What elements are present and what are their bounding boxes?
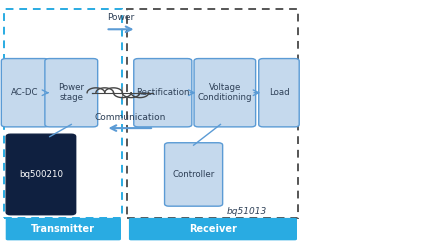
FancyBboxPatch shape	[194, 59, 256, 127]
Text: bq51013: bq51013	[226, 207, 267, 216]
Text: Communication: Communication	[94, 113, 165, 122]
Text: Power
stage: Power stage	[58, 83, 84, 102]
Text: Receiver: Receiver	[189, 224, 237, 234]
FancyBboxPatch shape	[6, 218, 121, 240]
FancyBboxPatch shape	[45, 59, 98, 127]
Text: Voltage
Conditioning: Voltage Conditioning	[198, 83, 252, 102]
Text: Power: Power	[107, 13, 135, 22]
Text: AC-DC: AC-DC	[11, 88, 39, 97]
FancyBboxPatch shape	[259, 59, 299, 127]
Text: Transmitter: Transmitter	[31, 224, 95, 234]
FancyBboxPatch shape	[129, 218, 297, 240]
Text: Controller: Controller	[172, 170, 215, 179]
FancyBboxPatch shape	[134, 59, 192, 127]
FancyArrowPatch shape	[111, 125, 151, 131]
Text: Load: Load	[269, 88, 289, 97]
FancyBboxPatch shape	[6, 134, 76, 215]
Text: bq500210: bq500210	[19, 170, 63, 179]
FancyBboxPatch shape	[1, 59, 49, 127]
FancyArrowPatch shape	[108, 27, 131, 32]
FancyBboxPatch shape	[165, 143, 223, 206]
Text: Rectification: Rectification	[136, 88, 190, 97]
